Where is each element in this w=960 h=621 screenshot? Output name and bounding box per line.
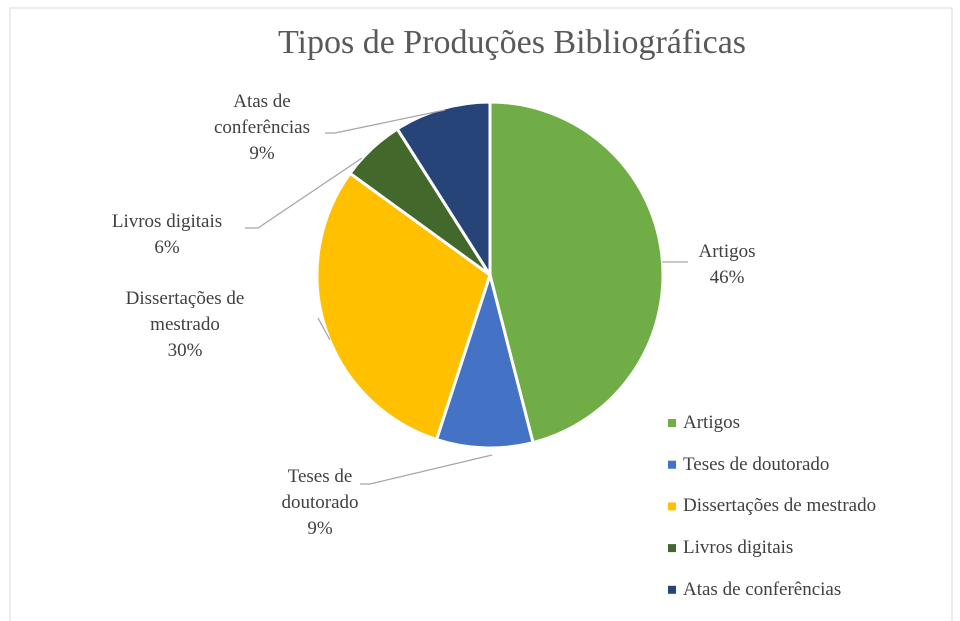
- pie-slice: [395, 100, 492, 281]
- label-value: 46%: [709, 267, 745, 288]
- leader-line: [317, 317, 331, 341]
- label-category: Artigos: [698, 241, 756, 262]
- legend-text: Dissertações de mestrado: [683, 495, 877, 517]
- pie-slice: [315, 171, 492, 442]
- legend-label: Atas de conferências: [683, 579, 841, 601]
- legend-swatch: [668, 419, 676, 427]
- pie-slice: [488, 100, 665, 445]
- label-value: 9%: [249, 143, 275, 164]
- label-category: Dissertações de mestrado: [125, 288, 245, 335]
- leader-line: [360, 454, 493, 485]
- legend-text: Livros digitais: [683, 537, 794, 559]
- label-value: 6%: [154, 237, 180, 258]
- label-value: 30%: [167, 340, 203, 361]
- legend-label: Teses de doutorado: [683, 454, 829, 476]
- label-category: Teses de doutorado: [281, 466, 359, 513]
- label-category: Livros digitais: [111, 211, 223, 232]
- pie-slice: [434, 269, 535, 450]
- legend-swatch: [668, 544, 676, 553]
- legend-text: Atas de conferências: [683, 578, 842, 600]
- data-label: Artigos 46%: [667, 239, 787, 291]
- legend-swatch: [668, 460, 676, 469]
- legend-label: Artigos: [683, 412, 740, 434]
- chart-frame: [9, 7, 953, 621]
- chart-title: Tipos de Produções Bibliográficas: [278, 24, 746, 61]
- legend-swatch: [668, 585, 676, 594]
- legend-swatch: [668, 502, 676, 511]
- leader-line: [325, 109, 446, 134]
- data-label: Dissertações de mestrado 30%: [105, 286, 265, 364]
- label-value: 9%: [307, 518, 333, 539]
- legend-text: Artigos: [683, 412, 740, 433]
- legend-label: Livros digitais: [683, 537, 793, 559]
- label-category: Atas de conferências: [214, 91, 310, 138]
- data-label: Teses de doutorado 9%: [260, 464, 380, 542]
- leader-line: [245, 157, 363, 229]
- data-label: Livros digitais 6%: [82, 209, 252, 261]
- data-label: Atas de conferências 9%: [202, 89, 322, 167]
- legend-label: Dissertações de mestrado: [683, 495, 876, 517]
- legend-text: Teses de doutorado: [683, 453, 830, 475]
